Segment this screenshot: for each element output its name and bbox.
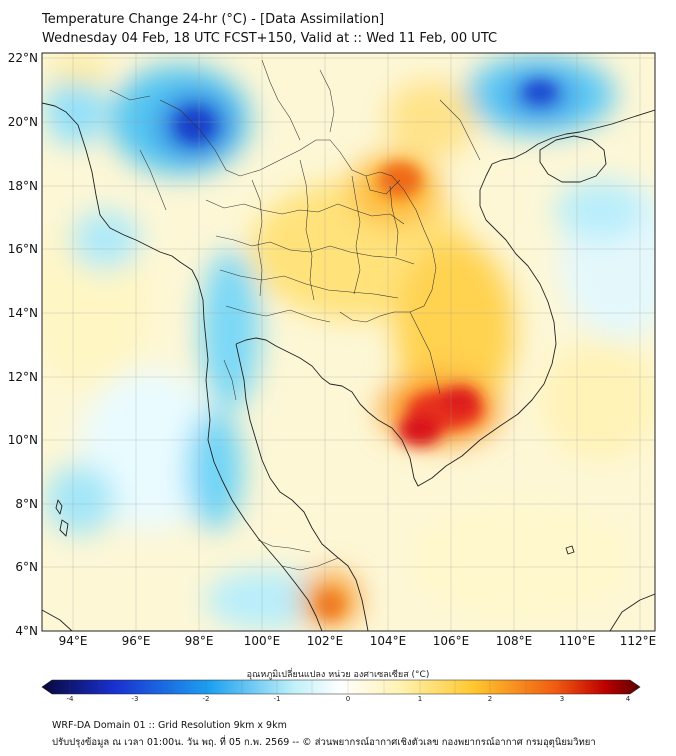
map-frame — [41, 52, 656, 632]
lon-label: 106°E — [433, 634, 470, 648]
lat-label: 8°N — [15, 497, 38, 511]
lon-label: 94°E — [59, 634, 88, 648]
lat-label: 6°N — [15, 560, 38, 574]
lat-label: 20°N — [8, 115, 38, 129]
lon-label: 100°E — [244, 634, 281, 648]
lat-label: 10°N — [8, 433, 38, 447]
colorbar-tick: 0 — [346, 695, 350, 703]
colorbar-tick: 2 — [488, 695, 492, 703]
colorbar-bar — [41, 679, 641, 695]
lon-label: 102°E — [307, 634, 344, 648]
chart-subtitle: Wednesday 04 Feb, 18 UTC FCST+150, Valid… — [42, 31, 498, 46]
latitude-axis: 22°N 20°N 18°N 16°N 14°N 12°N 10°N 8°N 6… — [8, 51, 38, 638]
coastlines — [42, 102, 655, 631]
lon-label: 98°E — [185, 634, 214, 648]
colorbar-tick: 1 — [418, 695, 422, 703]
colorbar-tick: 4 — [626, 695, 631, 703]
footer-credit: ปรับปรุงข้อมูล ณ เวลา 01:00น. วัน พฤ. ที… — [52, 737, 596, 748]
lat-label: 4°N — [15, 624, 38, 638]
colorbar-tick: -4 — [67, 695, 75, 703]
lat-label: 14°N — [8, 306, 38, 320]
temperature-field — [42, 53, 655, 631]
lat-label: 16°N — [8, 242, 38, 256]
borders — [109, 59, 481, 571]
chart-title: Temperature Change 24-hr (°C) - [Data As… — [42, 12, 385, 27]
footer-model-info: WRF-DA Domain 01 :: Grid Resolution 9km … — [52, 720, 287, 731]
lat-label: 22°N — [8, 51, 38, 65]
gridlines — [42, 53, 655, 631]
lon-label: 96°E — [122, 634, 151, 648]
lon-label: 110°E — [559, 634, 596, 648]
colorbar-tick: -3 — [132, 695, 139, 703]
lon-label: 104°E — [370, 634, 407, 648]
colorbar-tick: -1 — [274, 695, 281, 703]
colorbar-tick: -2 — [203, 695, 210, 703]
lat-label: 18°N — [8, 179, 38, 193]
lon-label: 108°E — [496, 634, 533, 648]
lat-label: 12°N — [8, 370, 38, 384]
colorbar: -4 -3 -2 -1 0 1 2 3 4 — [41, 679, 641, 703]
colorbar-tick: 3 — [560, 695, 564, 703]
longitude-axis: 94°E 96°E 98°E 100°E 102°E 104°E 106°E 1… — [59, 634, 657, 648]
colorbar-label: อุณหภูมิเปลี่ยนแปลง หน่วย องศาเซลเซียส (… — [246, 670, 430, 680]
lon-label: 112°E — [620, 634, 657, 648]
